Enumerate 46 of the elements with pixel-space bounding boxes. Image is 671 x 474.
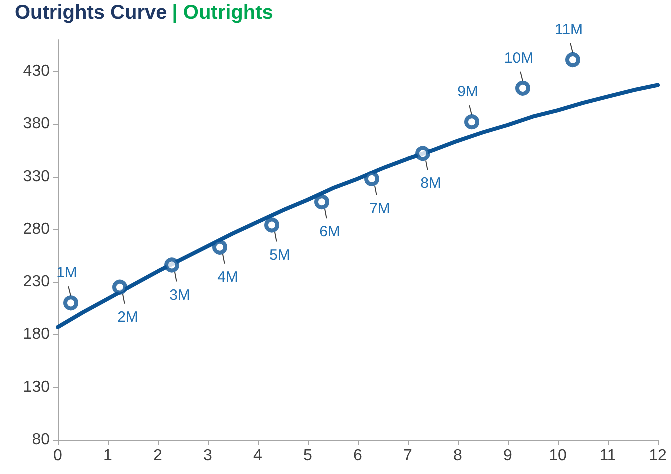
y-tick-label: 280 xyxy=(23,220,50,238)
x-tick-label: 4 xyxy=(254,448,263,464)
chart-subtitle: | Outrights xyxy=(172,2,274,24)
x-tick-label: 12 xyxy=(649,448,667,464)
x-tick-label: 5 xyxy=(304,448,313,464)
y-tick-label: 380 xyxy=(23,116,50,133)
x-tick-label: 7 xyxy=(404,448,413,464)
x-tick-label: 8 xyxy=(454,448,463,464)
x-tick-label: 2 xyxy=(154,448,163,464)
x-tick-label: 11 xyxy=(600,448,616,464)
annotation: 10M xyxy=(504,50,534,67)
annotation: 5M xyxy=(270,246,290,264)
annotation: 2M xyxy=(118,308,138,326)
x-tick-label: 1 xyxy=(104,448,113,464)
point xyxy=(516,80,530,96)
x-tick-label: 3 xyxy=(204,448,213,464)
point xyxy=(566,52,580,68)
y-tick-label: 80 xyxy=(32,432,50,448)
point xyxy=(416,146,430,162)
line-series xyxy=(56,83,660,330)
point xyxy=(164,258,180,273)
annotation: 8M xyxy=(420,175,442,192)
point xyxy=(364,171,380,186)
y-tick-label: 130 xyxy=(23,378,50,396)
point xyxy=(264,218,280,233)
annotation: 4M xyxy=(218,268,238,286)
point xyxy=(64,296,78,311)
x-tick-label: 10 xyxy=(549,448,567,464)
point xyxy=(314,194,330,210)
point xyxy=(212,240,228,255)
x-tick-label: 9 xyxy=(504,448,513,464)
chart-title: Outrights Curve xyxy=(15,2,168,24)
annotation: 6M xyxy=(320,224,340,241)
y-tick-label: 430 xyxy=(23,63,50,80)
y-tick-label: 180 xyxy=(23,326,50,344)
annotation: 1M xyxy=(56,264,78,282)
x-tick-label: 0 xyxy=(54,448,63,464)
point xyxy=(112,280,128,295)
x-tick-label: 6 xyxy=(354,448,363,464)
y-tick-label: 330 xyxy=(23,168,50,186)
annotation: 3M xyxy=(170,286,190,304)
y-tick-label: 230 xyxy=(23,274,50,291)
point xyxy=(464,114,480,130)
annotation: 9M xyxy=(458,84,478,101)
annotation: 11M xyxy=(554,22,584,38)
annotation: 7M xyxy=(370,200,390,218)
